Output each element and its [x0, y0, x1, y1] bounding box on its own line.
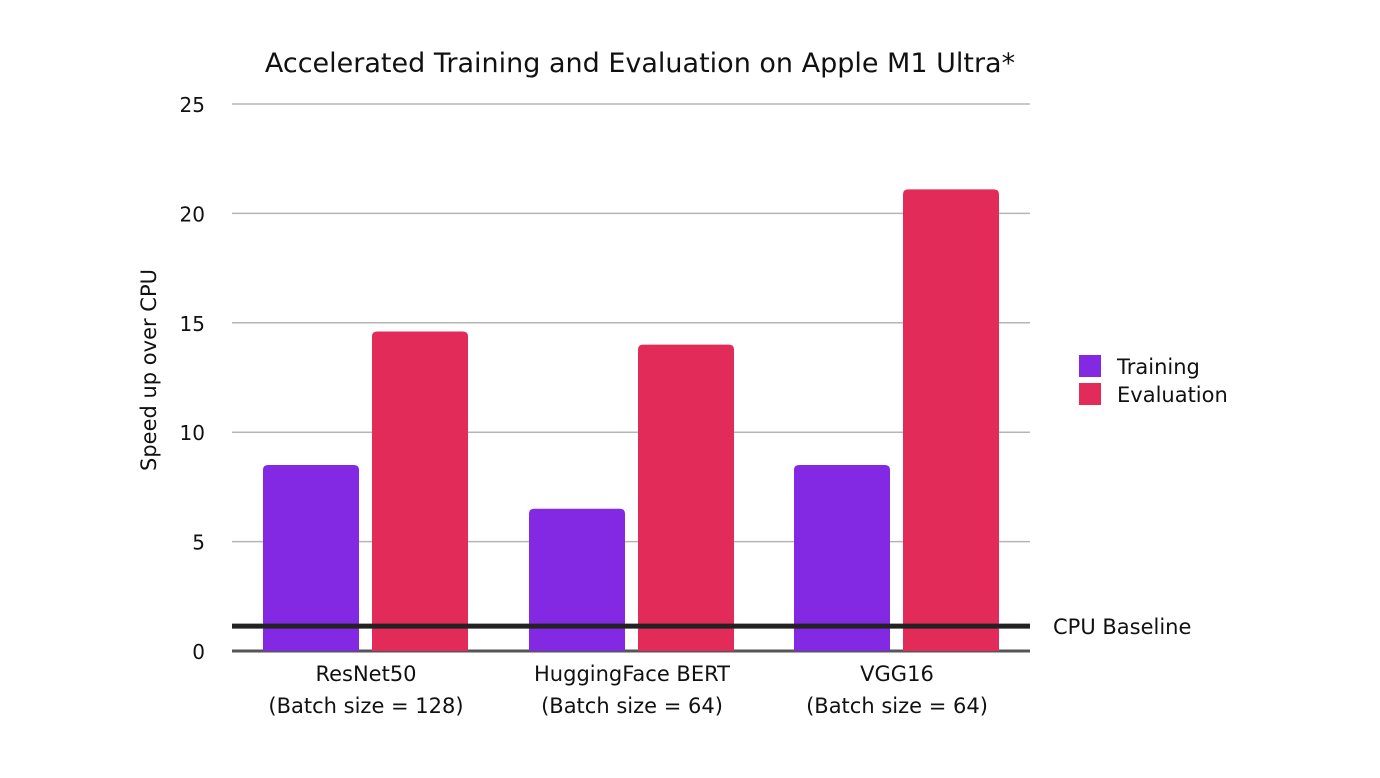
chart-title: Accelerated Training and Evaluation on A…: [265, 48, 1015, 79]
legend-label: Evaluation: [1117, 383, 1228, 407]
y-tick-label: 20: [180, 202, 205, 226]
y-tick-label: 5: [192, 531, 205, 555]
y-tick-label: 25: [180, 93, 205, 117]
y-tick-label: 15: [180, 312, 205, 336]
bar-evaluation: [903, 189, 999, 651]
bar-training: [263, 465, 359, 651]
bar-training: [529, 508, 625, 651]
x-tick-sublabel: (Batch size = 128): [268, 694, 463, 718]
x-tick-sublabel: (Batch size = 64): [541, 694, 723, 718]
x-tick-sublabel: (Batch size = 64): [806, 694, 988, 718]
y-tick-label: 0: [192, 640, 205, 664]
x-tick-label: HuggingFace BERT: [534, 662, 730, 686]
x-tick-label: VGG16: [860, 662, 934, 686]
legend-swatch: [1079, 383, 1101, 405]
y-tick-label: 10: [180, 421, 205, 445]
x-tick-label: ResNet50: [315, 662, 416, 686]
legend-label: Training: [1116, 355, 1200, 379]
cpu-baseline-label: CPU Baseline: [1053, 615, 1191, 639]
y-axis-label: Speed up over CPU: [137, 269, 161, 471]
bar-evaluation: [372, 331, 468, 651]
legend-swatch: [1079, 355, 1101, 377]
bar-evaluation: [638, 344, 734, 651]
bar-training: [794, 465, 890, 651]
